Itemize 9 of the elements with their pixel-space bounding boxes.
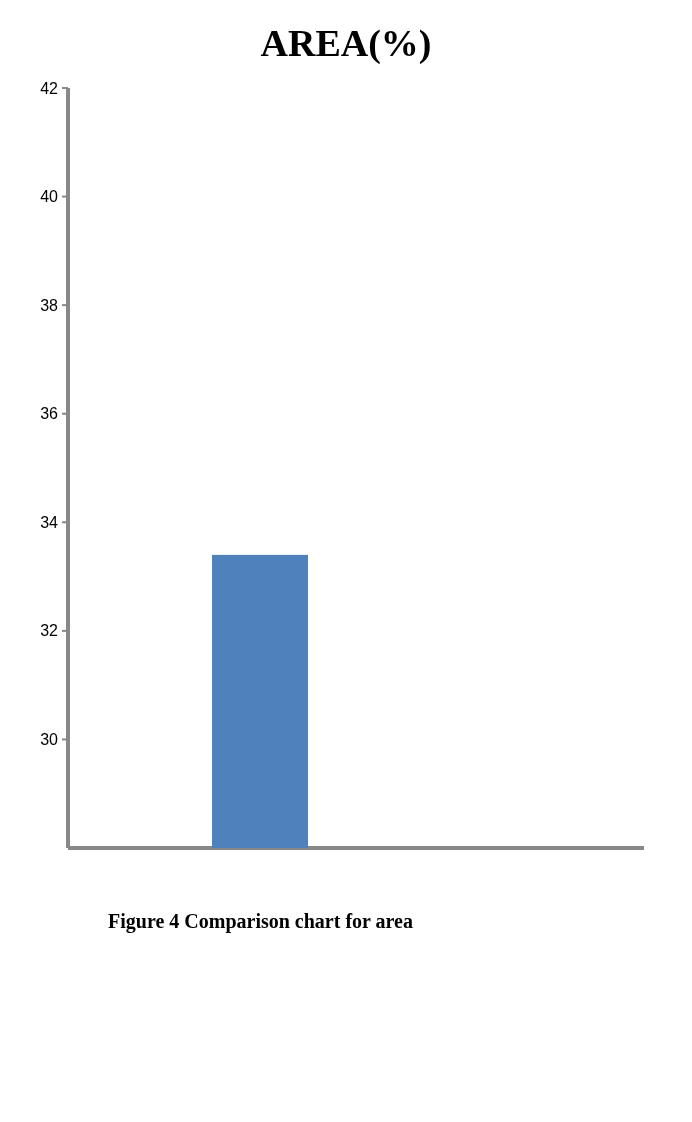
y-tick-label: 30	[40, 731, 59, 749]
y-tick-label: 40	[40, 188, 59, 206]
y-tick-label: 32	[40, 622, 59, 640]
y-tick-label: 38	[40, 296, 59, 314]
y-tick-label: 36	[40, 405, 59, 423]
y-tick-label: 34	[40, 513, 59, 531]
y-tick-label: 42	[40, 79, 59, 97]
caption: Figure 4 Comparison chart for area	[108, 910, 413, 933]
chart-title: AREA(%)	[260, 22, 432, 65]
